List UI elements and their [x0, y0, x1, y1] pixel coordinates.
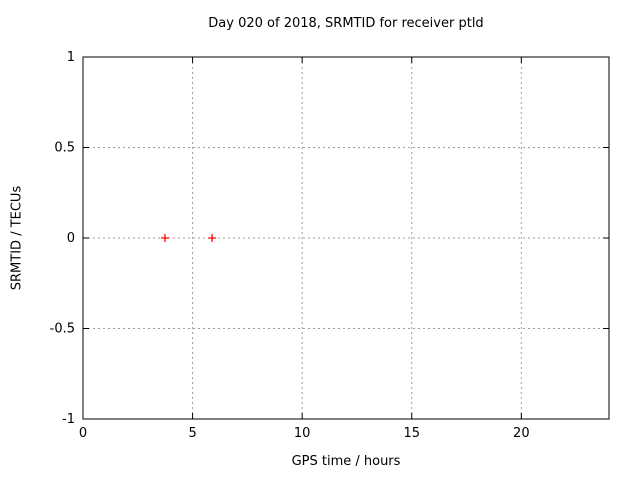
x-tick-label: 15 [403, 426, 420, 441]
y-tick-label: -1 [62, 412, 75, 427]
y-axis-label: SRMTID / TECUs [9, 185, 25, 291]
x-axis-label: GPS time / hours [291, 454, 401, 469]
x-tick-label: 10 [294, 426, 311, 441]
y-tick-label: -0.5 [50, 322, 75, 337]
x-tick-label: 20 [513, 426, 530, 441]
data-point-marker [160, 234, 169, 242]
y-tick-label: 0.5 [54, 141, 75, 156]
y-tick-label: 0 [67, 231, 75, 246]
x-tick-label: 5 [188, 426, 196, 441]
y-tick-label: 1 [67, 50, 75, 65]
chart-title: Day 020 of 2018, SRMTID for receiver ptl… [208, 16, 484, 31]
x-tick-label: 0 [79, 426, 87, 441]
data-point-marker [208, 234, 217, 242]
plot-border [82, 56, 610, 420]
